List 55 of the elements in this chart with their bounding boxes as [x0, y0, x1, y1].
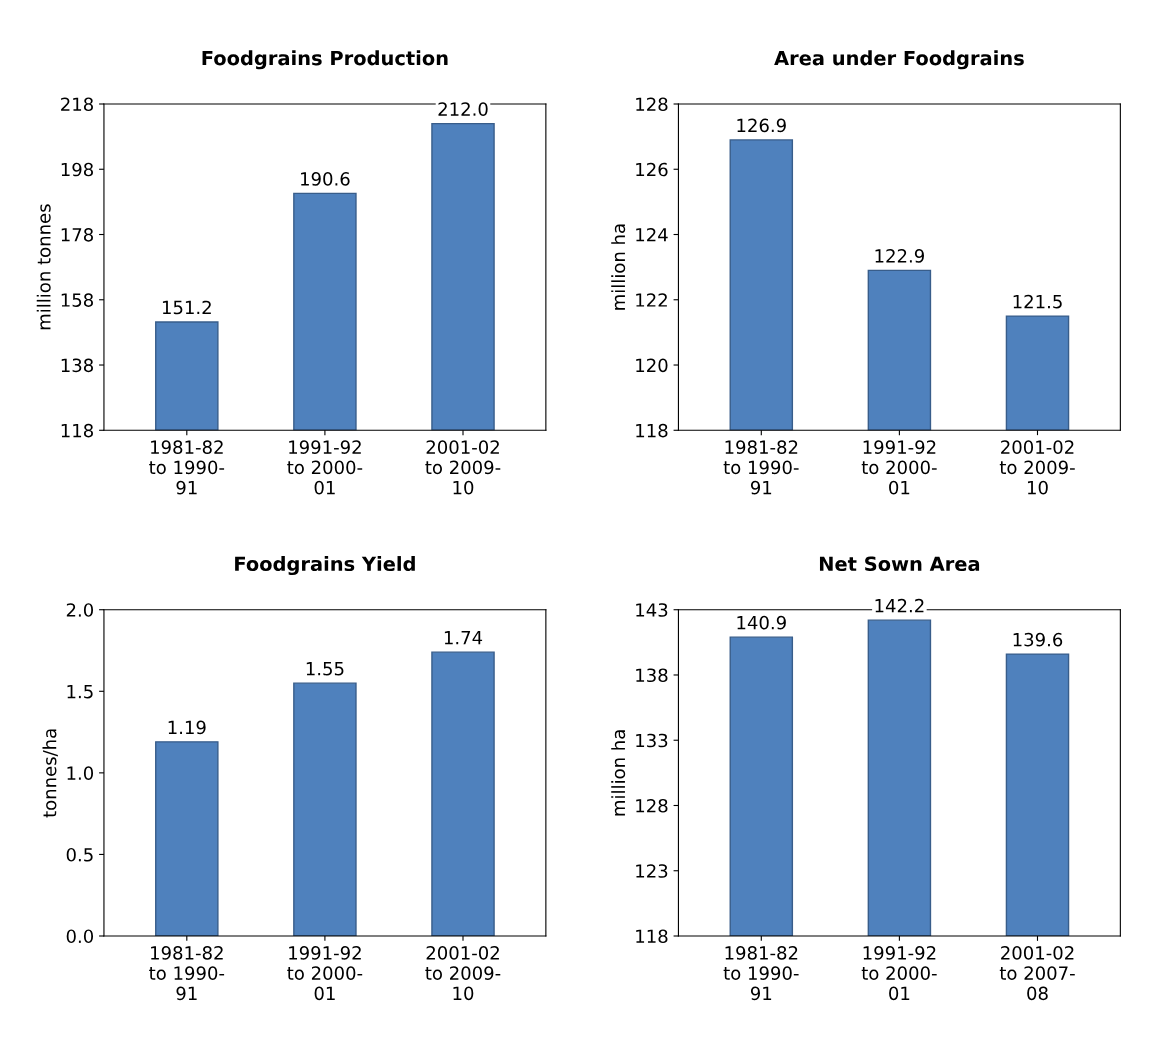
- x-tick-label: 1991-92 to 2000- 01: [861, 440, 937, 495]
- y-tick-label: 122: [636, 293, 667, 307]
- y-tick-label: 1.0: [67, 766, 94, 780]
- y-axis-title: million ha: [611, 730, 626, 816]
- data-label: 190.6: [301, 172, 350, 186]
- y-axis-title: million ha: [611, 224, 626, 310]
- y-tick-label: 0.5: [66, 847, 93, 862]
- y-tick-label: 133: [636, 733, 668, 748]
- data-label: 1.55: [306, 662, 344, 676]
- x-tick-label: 1991-92 to 2000- 01: [861, 946, 937, 1001]
- y-axis-title: tonnes/ha: [42, 729, 58, 818]
- y-tick-label: 158: [61, 293, 93, 307]
- y-tick-label: 198: [61, 162, 93, 177]
- data-label: 140.9: [737, 615, 786, 630]
- y-tick-label: 120: [636, 358, 668, 373]
- x-tick-label: 2001-02 to 2009- 10: [999, 440, 1075, 495]
- chart-title: Foodgrains Production: [202, 50, 448, 70]
- x-tick-label: 1981-82 to 1990- 91: [149, 440, 225, 495]
- chart-title: Foodgrains Yield: [235, 556, 415, 576]
- chart-title: Net Sown Area: [819, 556, 980, 572]
- x-tick-label: 2001-02 to 2009- 10: [425, 440, 501, 495]
- x-tick-label: 1991-92 to 2000- 01: [287, 440, 363, 495]
- x-tick-label: 1991-92 to 2000- 01: [287, 946, 363, 1001]
- x-tick-label: 2001-02 to 2007- 08: [999, 946, 1075, 1001]
- x-tick-label: 1981-82 to 1990- 91: [149, 946, 225, 1001]
- y-tick-label: 124: [636, 227, 668, 242]
- data-label: 139.6: [1013, 632, 1063, 647]
- y-tick-label: 1.5: [67, 684, 93, 699]
- y-tick-label: 118: [636, 929, 668, 944]
- data-label: 122.9: [875, 249, 924, 263]
- x-tick-label: 2001-02 to 2009- 10: [425, 946, 501, 1001]
- y-tick-label: 118: [61, 423, 93, 438]
- y-tick-label: 123: [636, 864, 668, 878]
- y-tick-label: 128: [636, 97, 668, 112]
- y-tick-label: 178: [61, 227, 93, 242]
- x-tick-label: 1981-82 to 1990- 91: [723, 440, 799, 495]
- y-axis-title: million tonnes: [36, 204, 51, 330]
- y-tick-label: 143: [636, 603, 668, 617]
- chart-title: Area under Foodgrains: [774, 50, 1024, 70]
- y-tick-label: 138: [636, 668, 668, 683]
- y-tick-label: 118: [636, 423, 668, 438]
- data-label: 1.19: [168, 720, 206, 735]
- y-tick-label: 128: [636, 798, 668, 813]
- data-label: 212.0: [438, 102, 488, 116]
- y-tick-label: 138: [61, 358, 93, 373]
- y-tick-label: 0.0: [66, 929, 94, 944]
- data-label: 121.5: [1013, 294, 1062, 309]
- x-tick-label: 1981-82 to 1990- 91: [723, 946, 799, 1001]
- data-label: 1.74: [444, 631, 483, 645]
- data-label: 126.9: [737, 118, 786, 133]
- y-tick-label: 126: [636, 162, 668, 177]
- y-tick-label: 2.0: [66, 603, 94, 617]
- data-label: 151.2: [162, 300, 211, 315]
- y-tick-label: 218: [61, 97, 93, 112]
- data-label: 142.2: [875, 598, 924, 613]
